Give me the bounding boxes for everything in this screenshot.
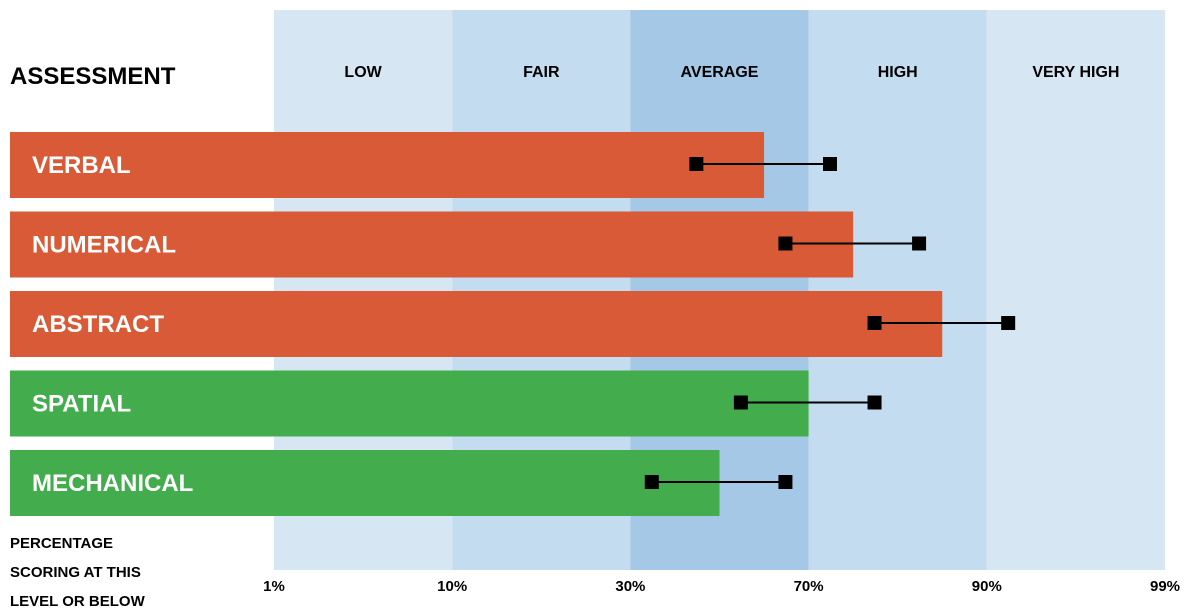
bar-spatial [10,370,809,437]
band-3 [808,10,987,570]
x-tick-5: 99% [1150,578,1180,595]
band-label-2: AVERAGE [681,64,759,81]
band-4 [986,10,1165,570]
range-high-marker-4 [778,475,793,489]
range-low-marker-3 [733,395,748,410]
footnote-line-0: PERCENTAGE [10,535,113,552]
range-low-marker-2 [867,316,882,330]
bar-numerical [10,211,854,278]
x-tick-1: 10% [437,578,467,595]
bar-verbal [10,132,765,198]
footnote-line-1: SCORING AT THIS [10,564,141,581]
band-label-3: HIGH [878,64,918,81]
x-axis-tick-labels: 1% 10% 30% 70% 90% 99% [263,578,1180,595]
assessment-bars: VERBAL NUMERICAL ABSTRACT SPATIAL MECHANICAL [10,132,943,516]
range-high-marker-1 [912,236,927,251]
band-label-0: LOW [344,64,382,81]
bar-abstract [10,291,943,357]
chart-title: ASSESSMENT [10,63,176,90]
range-high-marker-2 [1001,316,1016,330]
bar-mechanical [10,450,720,516]
bar-label-spatial: SPATIAL [32,391,131,418]
footnote-line-2: LEVEL OR BELOW [10,593,146,608]
axis-footnote: PERCENTAGE SCORING AT THIS LEVEL OR BELOW [10,535,146,608]
bar-label-abstract: ABSTRACT [32,311,164,338]
x-tick-2: 30% [615,578,645,595]
x-tick-3: 70% [794,578,824,595]
range-high-marker-3 [867,395,882,410]
x-tick-4: 90% [972,578,1002,595]
band-label-4: VERY HIGH [1032,64,1119,81]
x-tick-0: 1% [263,578,285,595]
range-high-marker-0 [822,157,837,171]
range-low-marker-0 [689,157,704,171]
band-label-1: FAIR [523,64,560,81]
bar-label-verbal: VERBAL [32,152,131,179]
range-low-marker-1 [778,236,793,251]
range-low-marker-4 [644,475,659,489]
score-ranges [644,157,1016,489]
bar-label-mechanical: MECHANICAL [32,470,193,497]
bar-label-numerical: NUMERICAL [32,232,176,259]
